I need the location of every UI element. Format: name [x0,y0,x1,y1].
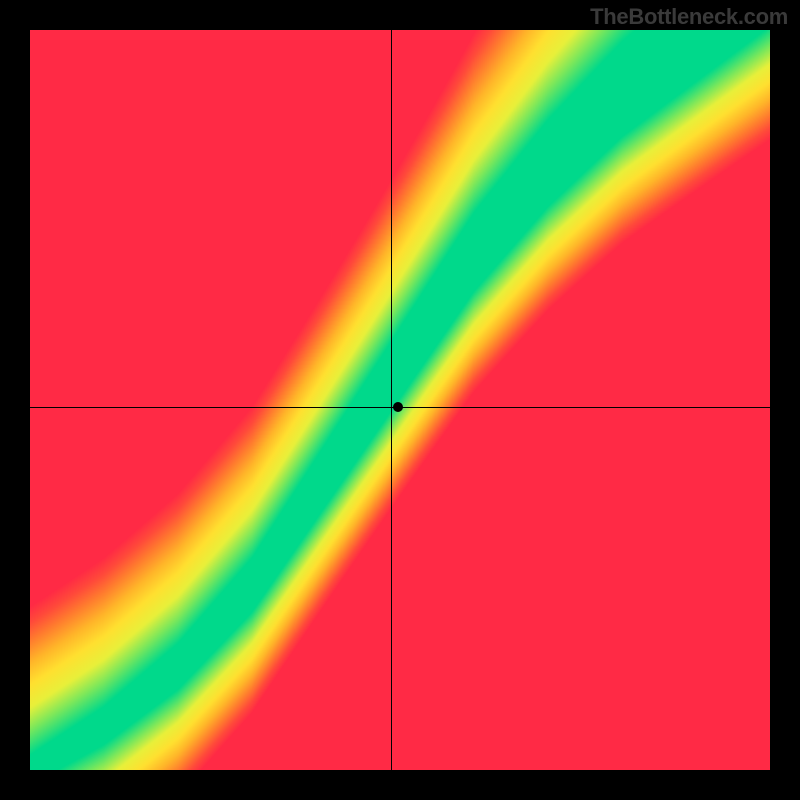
heatmap-canvas [30,30,770,770]
heatmap-plot [30,30,770,770]
watermark-text: TheBottleneck.com [590,4,788,30]
